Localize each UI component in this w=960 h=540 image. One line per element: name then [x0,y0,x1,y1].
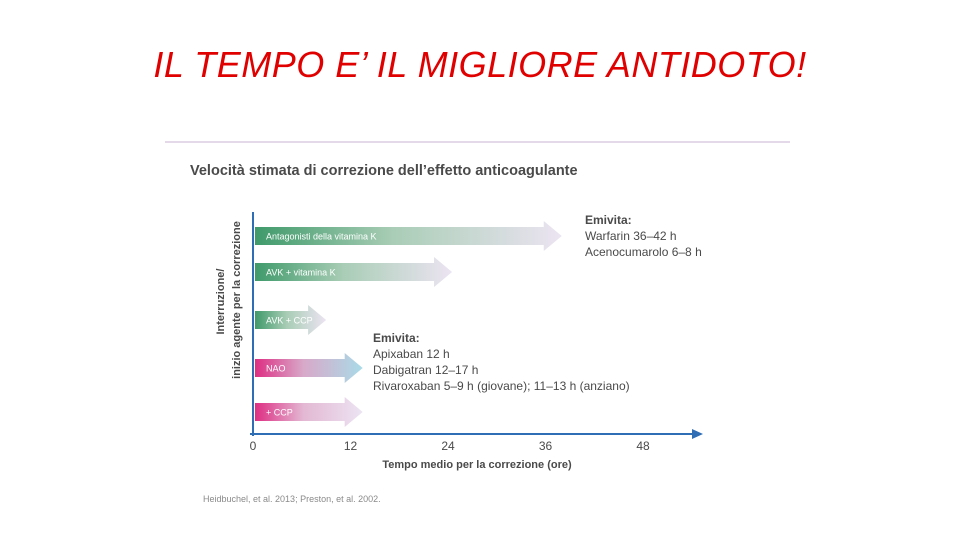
bar-label: AVK + vitamina K [266,268,336,278]
x-tick-label: 48 [636,439,650,453]
citation: Heidbuchel, et al. 2013; Preston, et al.… [203,494,381,504]
x-ticks: 0 12 24 36 48 [250,439,650,453]
half-life-annotation-vka: Emivita: Warfarin 36–42 h Acenocumarolo … [585,213,702,259]
bar-label: Antagonisti della vitamina K [266,232,377,242]
bar-arrow [255,221,562,251]
bar-arrow [255,257,453,287]
annotation-line: Dabigatran 12–17 h [373,363,478,377]
half-life-annotation-noac: Emivita: Apixaban 12 h Dabigatran 12–17 … [373,331,630,393]
slide-title: IL TEMPO E’ IL MIGLIORE ANTIDOTO! [153,44,807,85]
annotation-heading: Emivita: [373,331,420,345]
y-axis-label-line-2: inizio agente per la correzione [231,221,243,379]
chart-title: Velocità stimata di correzione dell’effe… [190,163,578,179]
bar-label: + CCP [266,408,293,418]
bar-arrow [255,353,363,383]
bar-arrow [255,305,327,335]
y-axis-label-line-1: Interruzione/ [215,269,227,335]
y-axis-label: Interruzione/ inizio agente per la corre… [215,221,243,379]
x-axis-label: Tempo medio per la correzione (ore) [382,459,572,471]
bars-layer: Antagonisti della vitamina K AVK + vitami… [255,221,562,427]
bar-label: NAO [266,364,286,374]
x-axis-arrowhead [692,429,703,439]
bar-label: AVK + CCP [266,316,313,326]
annotation-line: Rivaroxaban 5–9 h (giovane); 11–13 h (an… [373,379,630,393]
annotation-line: Acenocumarolo 6–8 h [585,245,702,259]
annotation-heading: Emivita: [585,213,632,227]
annotation-line: Apixaban 12 h [373,347,450,361]
x-tick-label: 24 [441,439,455,453]
bar-arrow [255,397,363,427]
x-tick-label: 12 [344,439,358,453]
x-tick-label: 36 [539,439,553,453]
annotation-line: Warfarin 36–42 h [585,229,677,243]
x-tick-label: 0 [250,439,257,453]
